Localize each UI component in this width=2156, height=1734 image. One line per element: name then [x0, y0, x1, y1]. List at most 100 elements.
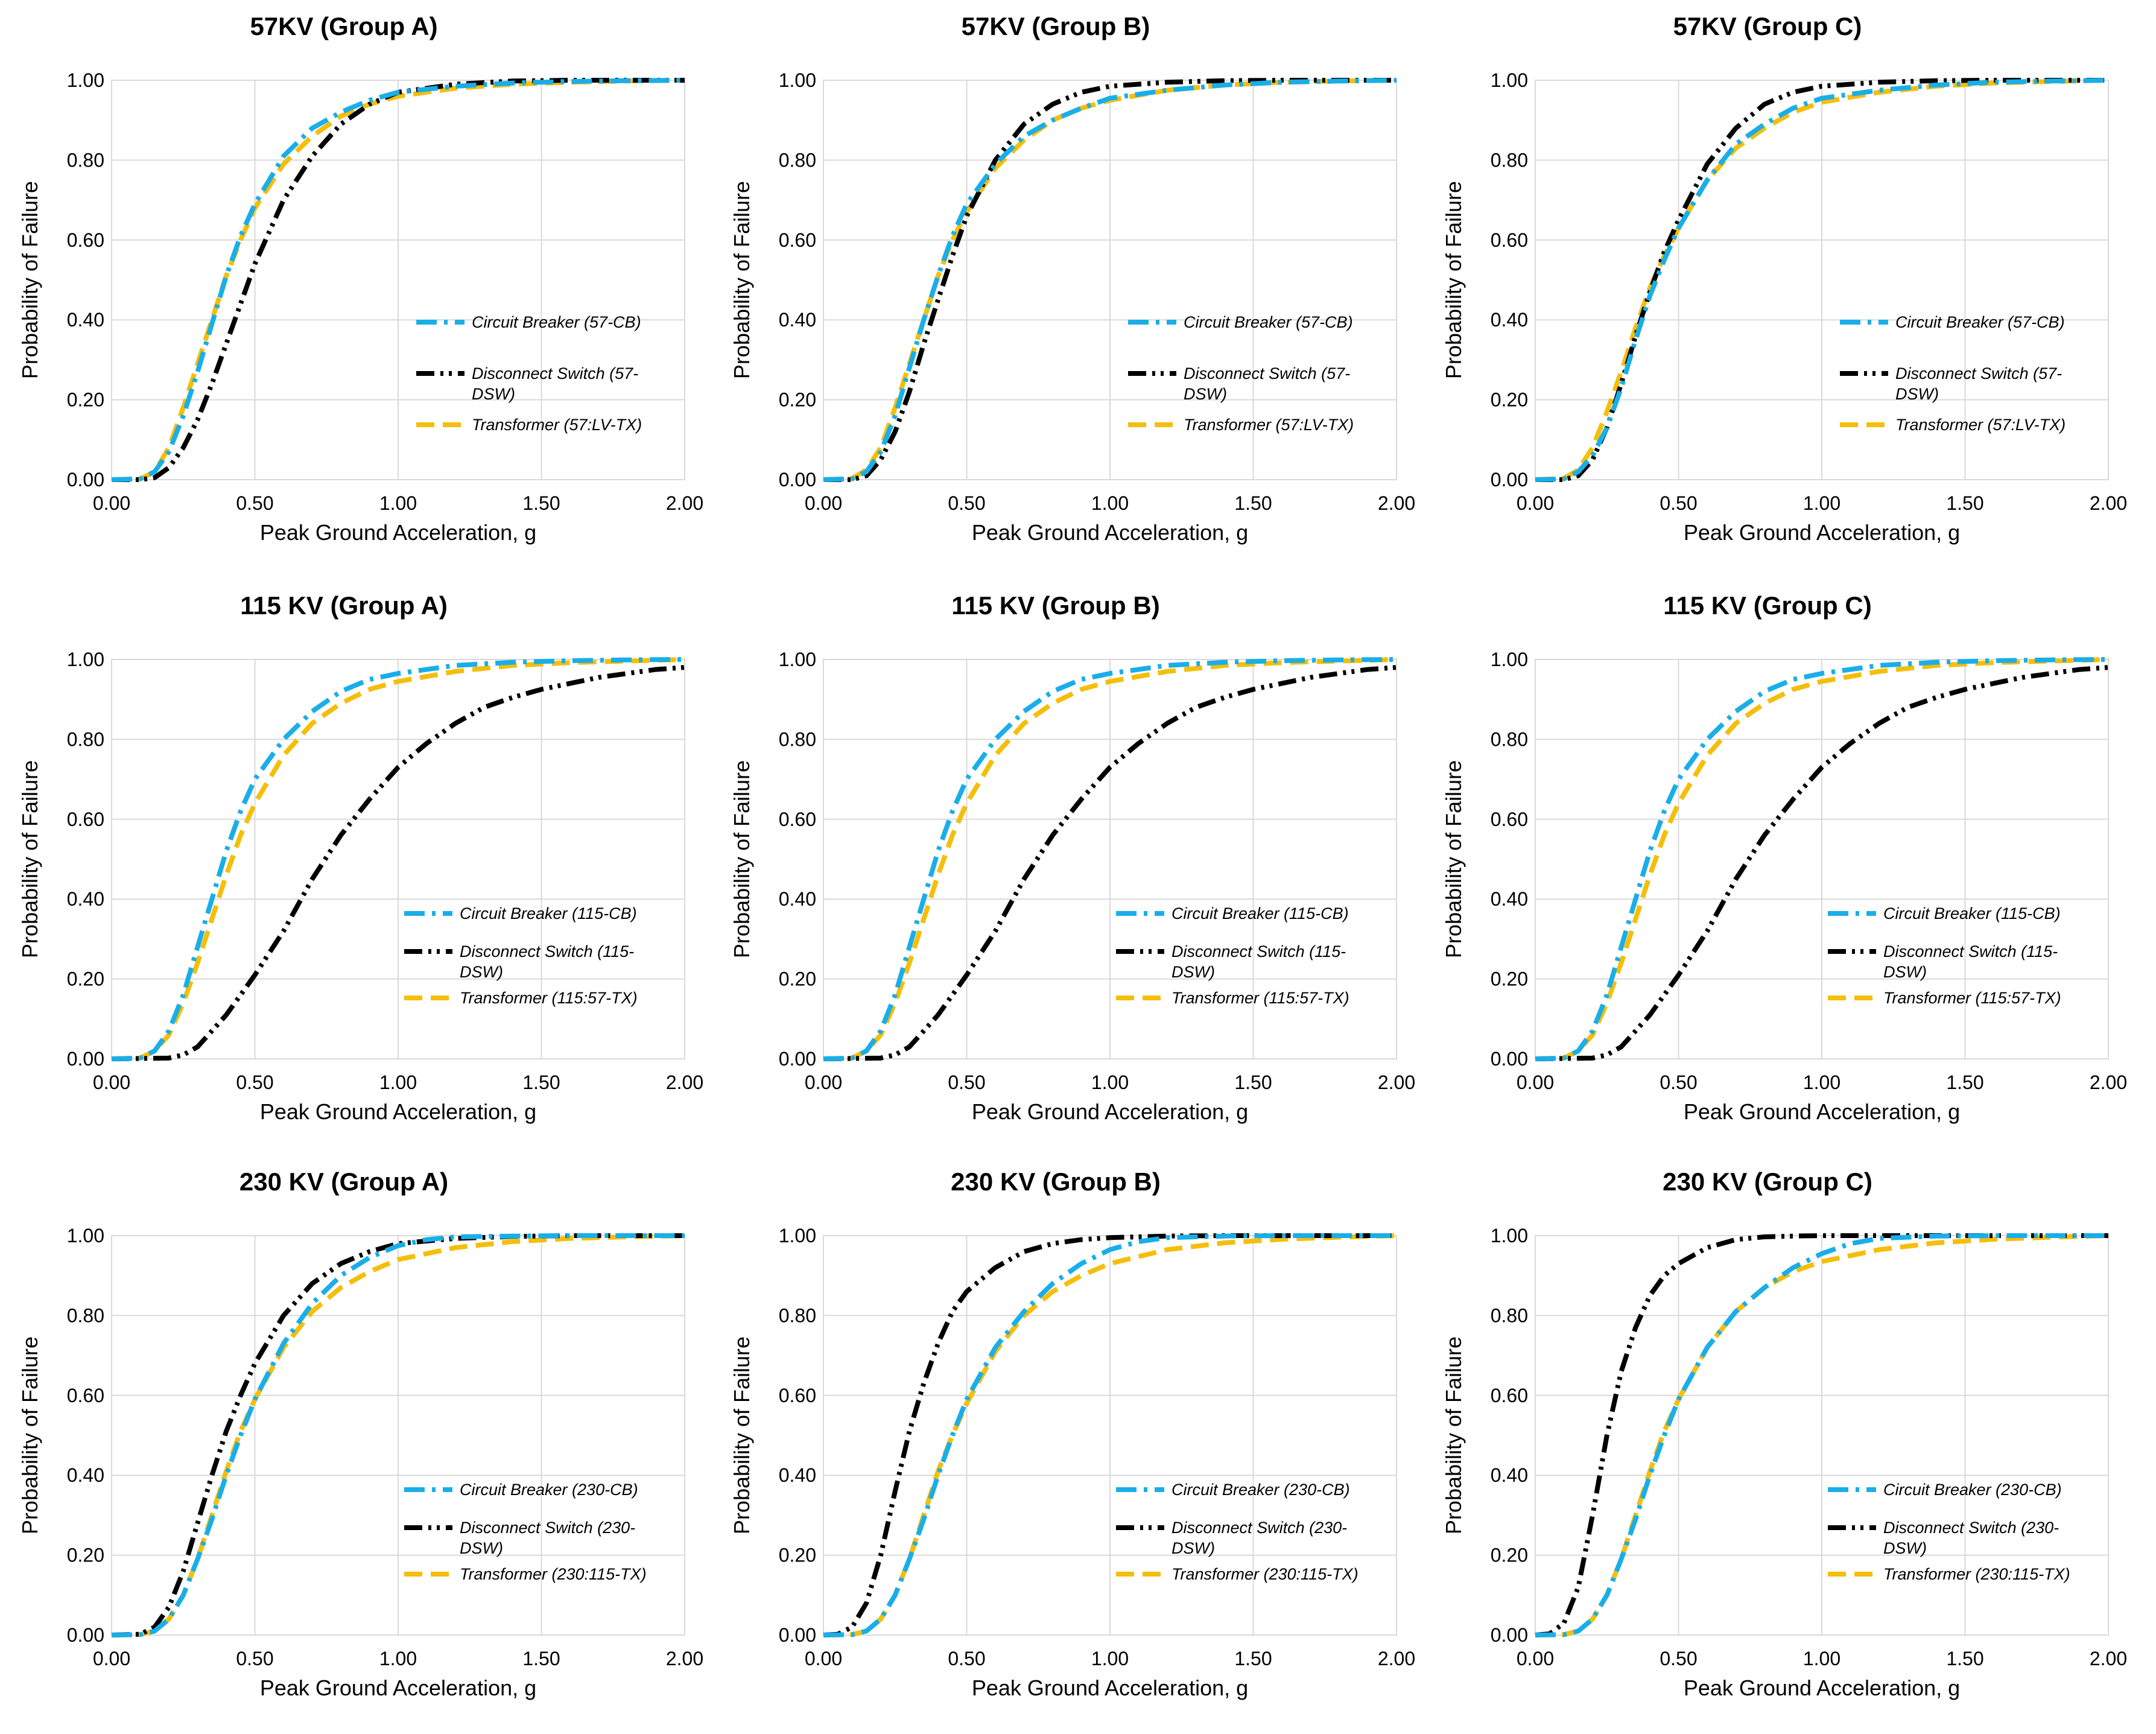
plot-area-frame: [823, 659, 1397, 1059]
y-tick-label: 0.60: [1491, 229, 1528, 251]
chart-svg: 57KV (Group B) 0.00 0.20 0.40 0.60 0.80 1.00 0.…: [729, 12, 1415, 545]
x-tick-label: 0.00: [1517, 492, 1554, 514]
y-axis-label: Probability of Failure: [17, 760, 42, 958]
x-tick-label: 1.00: [1803, 492, 1841, 514]
legend-label-tx: Transformer (230:115-TX): [460, 1565, 647, 1583]
x-tick-label: 0.50: [1660, 492, 1697, 514]
y-axis-label: Probability of Failure: [1441, 760, 1466, 958]
x-tick-label: 0.00: [93, 1072, 130, 1093]
y-tick-label: 0.80: [1491, 1304, 1528, 1326]
y-tick-label: 0.60: [779, 1385, 816, 1406]
chart-svg: 230 KV (Group B) 0.00 0.20 0.40 0.60 0.80 1.00…: [729, 1167, 1415, 1700]
x-tick-label: 0.50: [236, 1072, 273, 1093]
legend-label-dsw: Disconnect Switch (115-: [1883, 942, 2058, 961]
y-tick-label: 0.60: [1491, 808, 1528, 830]
series-line-dsw: [1535, 1233, 2108, 1637]
x-axis-label: Peak Ground Acceleration, g: [1684, 520, 1960, 545]
chart-title: 115 KV (Group B): [951, 591, 1159, 620]
y-axis-label: Probability of Failure: [17, 1336, 42, 1534]
x-axis-label: Peak Ground Acceleration, g: [260, 1099, 536, 1124]
series-line-cb: [823, 78, 1397, 482]
x-tick-label: 0.50: [236, 1648, 273, 1669]
x-tick-label: 1.00: [1803, 1648, 1841, 1669]
legend-label-dsw: Disconnect Switch (115-: [1172, 942, 1346, 961]
y-tick-label: 0.20: [67, 389, 104, 411]
x-tick-label: 1.00: [1091, 1072, 1129, 1093]
y-axis-label: Probability of Failure: [729, 760, 754, 958]
y-tick-label: 0.40: [1491, 888, 1528, 910]
chart-title: 230 KV (Group B): [951, 1167, 1161, 1196]
y-axis-label: Probability of Failure: [1441, 1336, 1466, 1534]
y-tick-label: 0.00: [67, 1624, 104, 1646]
y-tick-label: 0.80: [67, 728, 104, 750]
series-line-cb: [823, 1233, 1397, 1637]
legend-label-cb: Circuit Breaker (230-CB): [1172, 1481, 1350, 1499]
x-tick-label: 1.50: [1946, 492, 1983, 514]
legend-label-cb: Circuit Breaker (57-CB): [1895, 313, 2065, 331]
y-tick-label: 0.20: [1491, 389, 1528, 411]
x-tick-label: 0.50: [948, 1648, 985, 1669]
series-line-cb: [1535, 78, 2109, 482]
chart-title: 230 KV (Group A): [239, 1167, 448, 1196]
y-tick-label: 1.00: [67, 649, 104, 670]
legend-label-dsw: DSW): [1883, 1539, 1927, 1557]
plot-area-frame: [111, 659, 685, 1059]
legend-label-dsw: DSW): [460, 963, 503, 981]
legend: Circuit Breaker (230-CB) Disconnect Switc…: [1828, 1481, 2070, 1583]
x-tick-label: 0.50: [1660, 1072, 1697, 1093]
legend-label-dsw: Disconnect Switch (115-: [460, 942, 634, 961]
legend-label-tx: Transformer (230:115-TX): [1172, 1565, 1359, 1583]
x-tick-label: 2.00: [666, 492, 703, 514]
x-axis-label: Peak Ground Acceleration, g: [972, 520, 1248, 545]
y-tick-label: 0.80: [1491, 728, 1528, 750]
y-tick-label: 0.20: [779, 389, 816, 411]
y-tick-label: 0.80: [67, 1304, 104, 1326]
series-line-cb: [111, 657, 685, 1061]
legend-label-dsw: Disconnect Switch (57-: [472, 364, 638, 383]
x-tick-label: 2.00: [1378, 1072, 1415, 1093]
legend: Circuit Breaker (57-CB) Disconnect Switch…: [1840, 313, 2066, 434]
chart-230kv-group-a: 230 KV (Group A) 0.00 0.20 0.40 0.60 0.80 1.00…: [12, 1161, 712, 1729]
y-tick-label: 0.80: [67, 149, 104, 171]
y-tick-label: 0.20: [67, 968, 104, 990]
legend-label-tx: Transformer (57:LV-TX): [472, 416, 642, 434]
y-tick-label: 0.80: [779, 728, 816, 750]
legend-label-dsw: DSW): [460, 1539, 503, 1557]
y-tick-label: 1.00: [779, 649, 816, 670]
series-line-dsw: [1535, 665, 2109, 1061]
plot-area-frame: [1535, 1235, 2109, 1636]
x-axis-label: Peak Ground Acceleration, g: [972, 1099, 1248, 1124]
y-tick-label: 0.60: [779, 229, 816, 251]
x-tick-label: 1.00: [1091, 1648, 1129, 1669]
chart-title: 115 KV (Group C): [1663, 591, 1871, 620]
legend-label-dsw: DSW): [1883, 963, 1927, 981]
legend-label-cb: Circuit Breaker (230-CB): [460, 1481, 638, 1499]
legend-label-dsw: DSW): [1172, 963, 1215, 981]
y-tick-label: 0.00: [779, 469, 816, 491]
plot-area-frame: [1535, 80, 2109, 480]
series-line-tx: [823, 657, 1397, 1061]
series-line-dsw: [1535, 78, 2108, 482]
legend-label-dsw: DSW): [1184, 385, 1227, 403]
chart-svg: 230 KV (Group A) 0.00 0.20 0.40 0.60 0.80 1.00…: [17, 1167, 703, 1700]
x-tick-label: 0.00: [805, 1648, 842, 1669]
x-tick-label: 1.00: [379, 492, 417, 514]
y-tick-label: 1.00: [67, 1225, 104, 1247]
legend-label-tx: Transformer (57:LV-TX): [1184, 416, 1354, 434]
plot-area-frame: [823, 80, 1397, 480]
chart-57kv-group-a: 57KV (Group A) 0.00 0.20 0.40 0.60 0.80 1.00 0.…: [12, 6, 712, 573]
legend-label-dsw: Disconnect Switch (57-: [1895, 364, 2062, 383]
x-tick-label: 0.00: [805, 1072, 842, 1093]
x-tick-label: 1.50: [1946, 1072, 1983, 1093]
x-tick-label: 1.50: [1234, 1648, 1272, 1669]
legend-label-cb: Circuit Breaker (115-CB): [1883, 904, 2061, 923]
chart-svg: 230 KV (Group C) 0.00 0.20 0.40 0.60 0.80 1.00…: [1441, 1167, 2127, 1700]
y-tick-label: 0.60: [67, 1385, 104, 1406]
x-axis-label: Peak Ground Acceleration, g: [1684, 1099, 1960, 1124]
chart-57kv-group-b: 57KV (Group B) 0.00 0.20 0.40 0.60 0.80 1.00 0.…: [724, 6, 1424, 573]
chart-svg: 57KV (Group C) 0.00 0.20 0.40 0.60 0.80 1.00 0.…: [1441, 12, 2127, 545]
x-tick-label: 0.50: [948, 1072, 985, 1093]
chart-230kv-group-c: 230 KV (Group C) 0.00 0.20 0.40 0.60 0.80 1.00…: [1436, 1161, 2135, 1729]
y-axis-label: Probability of Failure: [1441, 181, 1466, 379]
